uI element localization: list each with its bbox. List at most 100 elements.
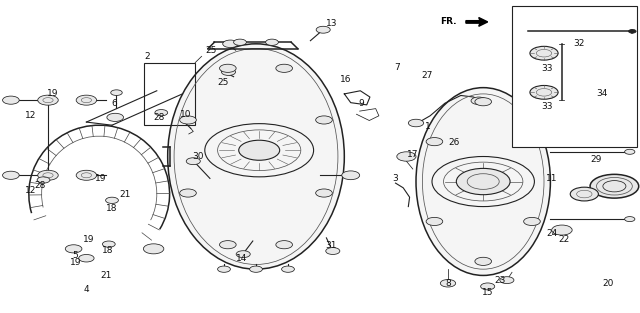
Text: 6: 6 xyxy=(111,99,116,108)
Text: 18: 18 xyxy=(106,204,118,213)
Text: 22: 22 xyxy=(559,235,570,244)
Text: 16: 16 xyxy=(340,75,351,84)
Text: 26: 26 xyxy=(449,138,460,147)
Circle shape xyxy=(180,189,196,197)
Circle shape xyxy=(266,39,278,45)
Circle shape xyxy=(475,257,492,265)
Text: 20: 20 xyxy=(602,279,614,288)
Text: 17: 17 xyxy=(407,151,419,159)
Text: 23: 23 xyxy=(495,276,506,285)
Circle shape xyxy=(236,251,250,258)
Circle shape xyxy=(155,110,168,116)
Text: 25: 25 xyxy=(217,79,228,87)
Circle shape xyxy=(326,248,340,254)
Ellipse shape xyxy=(168,44,344,269)
Text: 14: 14 xyxy=(236,254,248,263)
Circle shape xyxy=(316,116,332,124)
Text: 19: 19 xyxy=(70,259,81,267)
Circle shape xyxy=(524,217,540,225)
Circle shape xyxy=(205,124,314,177)
Circle shape xyxy=(426,138,443,146)
Text: 12: 12 xyxy=(25,111,36,120)
Circle shape xyxy=(3,96,19,104)
Text: 31: 31 xyxy=(326,241,337,250)
Text: 10: 10 xyxy=(180,110,191,119)
Text: 12: 12 xyxy=(25,187,36,195)
Circle shape xyxy=(76,95,97,105)
Circle shape xyxy=(3,171,19,179)
Circle shape xyxy=(530,46,558,60)
Circle shape xyxy=(38,170,58,180)
Circle shape xyxy=(471,97,486,105)
Circle shape xyxy=(276,241,292,249)
Text: 21: 21 xyxy=(119,190,131,198)
Circle shape xyxy=(500,277,514,284)
Text: 2: 2 xyxy=(145,52,150,61)
Circle shape xyxy=(276,64,292,72)
Text: 28: 28 xyxy=(153,113,164,122)
Text: 27: 27 xyxy=(422,71,433,80)
Polygon shape xyxy=(466,18,488,26)
Text: 13: 13 xyxy=(326,19,337,28)
Circle shape xyxy=(180,116,196,124)
Circle shape xyxy=(524,138,540,146)
Circle shape xyxy=(397,152,416,161)
Bar xyxy=(512,6,637,147)
Circle shape xyxy=(186,158,200,165)
Bar xyxy=(144,63,195,125)
Text: 29: 29 xyxy=(591,155,602,164)
Circle shape xyxy=(106,197,118,203)
Circle shape xyxy=(111,90,122,95)
Circle shape xyxy=(570,187,598,201)
Circle shape xyxy=(475,98,492,106)
Text: 3: 3 xyxy=(393,174,398,183)
Circle shape xyxy=(76,170,97,180)
Text: 5: 5 xyxy=(73,251,78,259)
Circle shape xyxy=(37,177,50,183)
Circle shape xyxy=(38,95,58,105)
Circle shape xyxy=(481,283,495,290)
Text: 19: 19 xyxy=(83,235,94,244)
Text: 33: 33 xyxy=(541,102,553,111)
Text: 11: 11 xyxy=(546,174,557,183)
Circle shape xyxy=(625,217,635,222)
Text: 9: 9 xyxy=(359,99,364,108)
Circle shape xyxy=(218,266,230,272)
Text: 21: 21 xyxy=(100,271,111,280)
Ellipse shape xyxy=(590,174,639,198)
Circle shape xyxy=(316,26,330,33)
Circle shape xyxy=(221,69,236,75)
Circle shape xyxy=(625,149,635,154)
Text: 1: 1 xyxy=(425,122,430,131)
Text: 8: 8 xyxy=(445,279,451,288)
Circle shape xyxy=(65,245,82,253)
Ellipse shape xyxy=(416,88,550,275)
Circle shape xyxy=(234,39,246,45)
Circle shape xyxy=(220,241,236,249)
Text: 24: 24 xyxy=(546,229,557,238)
Text: 18: 18 xyxy=(102,246,113,255)
Circle shape xyxy=(250,266,262,272)
Circle shape xyxy=(79,254,94,262)
Text: 28: 28 xyxy=(34,181,45,190)
Text: 4: 4 xyxy=(84,285,89,294)
Circle shape xyxy=(530,85,558,99)
Circle shape xyxy=(440,280,456,287)
Text: FR.: FR. xyxy=(440,18,456,26)
Text: 25: 25 xyxy=(205,46,217,54)
Text: 30: 30 xyxy=(193,152,204,161)
Circle shape xyxy=(239,140,280,160)
Circle shape xyxy=(342,171,360,180)
Circle shape xyxy=(143,244,164,254)
Circle shape xyxy=(102,241,115,247)
Text: 19: 19 xyxy=(95,174,107,183)
Text: 7: 7 xyxy=(394,63,399,72)
Circle shape xyxy=(456,168,510,195)
Circle shape xyxy=(552,225,572,235)
Circle shape xyxy=(282,266,294,272)
Circle shape xyxy=(316,189,332,197)
Circle shape xyxy=(426,217,443,225)
Text: 32: 32 xyxy=(573,39,585,48)
Text: 19: 19 xyxy=(47,90,58,98)
Circle shape xyxy=(432,156,534,207)
